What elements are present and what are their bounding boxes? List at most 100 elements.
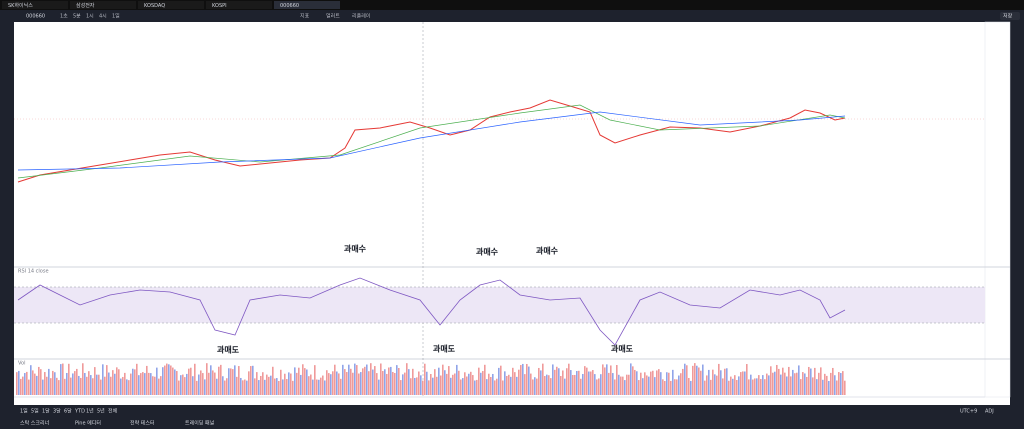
volume-bar [206,363,208,395]
save-button[interactable] [1000,12,1020,20]
volume-bar [716,375,718,395]
volume-bar [62,363,64,395]
range-button[interactable]: 1년 [86,408,94,415]
volume-bar [190,367,192,395]
interval[interactable]: 1시 [86,14,94,20]
volume-bar [480,372,482,395]
volume-bar [98,374,100,395]
volume-bar [254,378,256,395]
volume-bar [264,379,266,395]
volume-bar [572,374,574,395]
volume-bar [714,374,716,395]
save-label[interactable]: 저장 [1003,13,1013,20]
volume-bar [90,375,92,395]
volume-bar [562,370,564,395]
volume-bar [508,374,510,395]
range-button[interactable]: 전체 [108,408,118,415]
toolbar-button[interactable]: 리플레이 [352,13,370,20]
volume-bar [708,369,710,395]
volume-bar [312,379,314,395]
range-button[interactable]: 5년 [97,408,105,415]
volume-bar [18,370,20,395]
toolbar-button[interactable]: 얼러트 [326,13,340,20]
volume-bar [498,367,500,395]
volume-bar [838,372,840,395]
volume-bar [108,372,110,395]
volume-bar [606,364,608,395]
range-button[interactable]: 1일 [20,408,28,415]
volume-bar [28,379,30,395]
volume-bar [706,375,708,395]
volume-bar [132,368,134,395]
adjust[interactable]: ADJ [985,409,994,415]
toolbar-button[interactable]: 지표 [300,13,310,20]
volume-bar [826,375,828,395]
volume-bar [46,376,48,395]
volume-bar [460,379,462,395]
volume-bar [416,377,418,395]
volume-bar [222,376,224,395]
volume-bar [398,368,400,395]
range-button[interactable]: YTD [74,409,85,415]
volume-bar [544,376,546,395]
volume-bar [382,371,384,395]
volume-bar [840,373,842,395]
volume-bar [766,373,768,395]
volume-bar [644,372,646,395]
volume-bar [180,375,182,395]
volume-bar [660,372,662,395]
volume-bar [782,367,784,395]
volume-bar [182,374,184,395]
interval[interactable]: 1초 [60,14,68,20]
volume-bar [288,372,290,395]
tab[interactable] [2,1,68,9]
volume-bar [700,370,702,395]
bottom-tab[interactable]: 스탁 스크리너 [20,420,49,427]
range-button[interactable]: 3달 [53,408,61,415]
bottom-tab[interactable]: Pine 에디터 [75,420,101,427]
volume-bar [580,378,582,395]
volume-bar [520,365,522,395]
price-axis [984,21,1011,398]
volume-bar [624,380,626,395]
range-button[interactable]: 1달 [42,408,50,415]
volume-bar [112,370,114,395]
volume-bar [118,369,120,395]
tab[interactable] [70,1,136,9]
interval[interactable]: 1일 [112,13,120,20]
volume-bar [768,375,770,395]
tab[interactable] [274,1,340,9]
volume-bar [282,379,284,395]
range-button[interactable]: 6달 [64,408,72,415]
volume-bar [250,366,252,395]
tab[interactable] [206,1,272,9]
tab-label: SK하이닉스 [8,2,33,9]
volume-bar [448,366,450,395]
volume-bar [792,369,794,395]
volume-bar [252,365,254,395]
bottom-tab[interactable]: 트레이딩 패널 [185,420,215,427]
volume-bar [184,377,186,395]
volume-bar [16,372,18,395]
volume-bar [52,370,54,395]
interval[interactable]: 4시 [99,14,107,20]
volume-bar [744,371,746,395]
volume-bar [800,379,802,395]
volume-bar [440,375,442,395]
volume-bar [686,365,688,395]
volume-bar [798,365,800,395]
bottom-tab[interactable]: 전략 테스터 [130,420,155,427]
timezone[interactable]: UTC+9 [960,409,977,415]
volume-bar [688,377,690,395]
interval[interactable]: 5분 [73,14,81,20]
moving-average [17,104,846,179]
volume-bar [534,377,536,395]
volume-bar [674,379,676,395]
range-button[interactable]: 5일 [31,408,39,415]
symbol[interactable]: 000660 [26,14,45,20]
volume-bar [658,369,660,395]
volume-bar [140,373,142,395]
volume-bar [86,376,88,395]
volume-bar [256,372,258,395]
tab[interactable] [138,1,204,9]
